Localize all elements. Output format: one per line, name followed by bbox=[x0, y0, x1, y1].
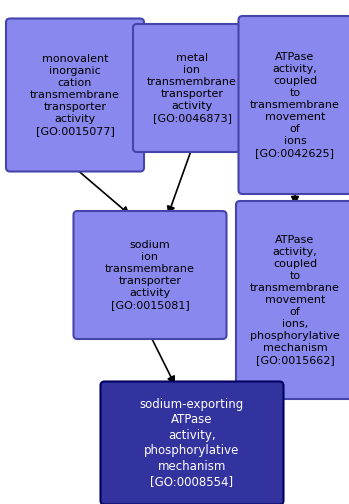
Text: monovalent
inorganic
cation
transmembrane
transporter
activity
[GO:0015077]: monovalent inorganic cation transmembran… bbox=[30, 54, 120, 136]
Text: sodium-exporting
ATPase
activity,
phosphorylative
mechanism
[GO:0008554]: sodium-exporting ATPase activity, phosph… bbox=[140, 398, 244, 488]
FancyBboxPatch shape bbox=[74, 211, 227, 339]
Text: sodium
ion
transmembrane
transporter
activity
[GO:0015081]: sodium ion transmembrane transporter act… bbox=[105, 240, 195, 310]
FancyBboxPatch shape bbox=[238, 16, 349, 194]
FancyBboxPatch shape bbox=[236, 201, 349, 399]
Text: ATPase
activity,
coupled
to
transmembrane
movement
of
ions
[GO:0042625]: ATPase activity, coupled to transmembran… bbox=[250, 52, 340, 158]
Text: ATPase
activity,
coupled
to
transmembrane
movement
of
ions,
phosphorylative
mech: ATPase activity, coupled to transmembran… bbox=[250, 235, 340, 365]
FancyBboxPatch shape bbox=[101, 382, 283, 504]
Text: metal
ion
transmembrane
transporter
activity
[GO:0046873]: metal ion transmembrane transporter acti… bbox=[147, 53, 237, 123]
FancyBboxPatch shape bbox=[133, 24, 251, 152]
FancyBboxPatch shape bbox=[6, 19, 144, 171]
